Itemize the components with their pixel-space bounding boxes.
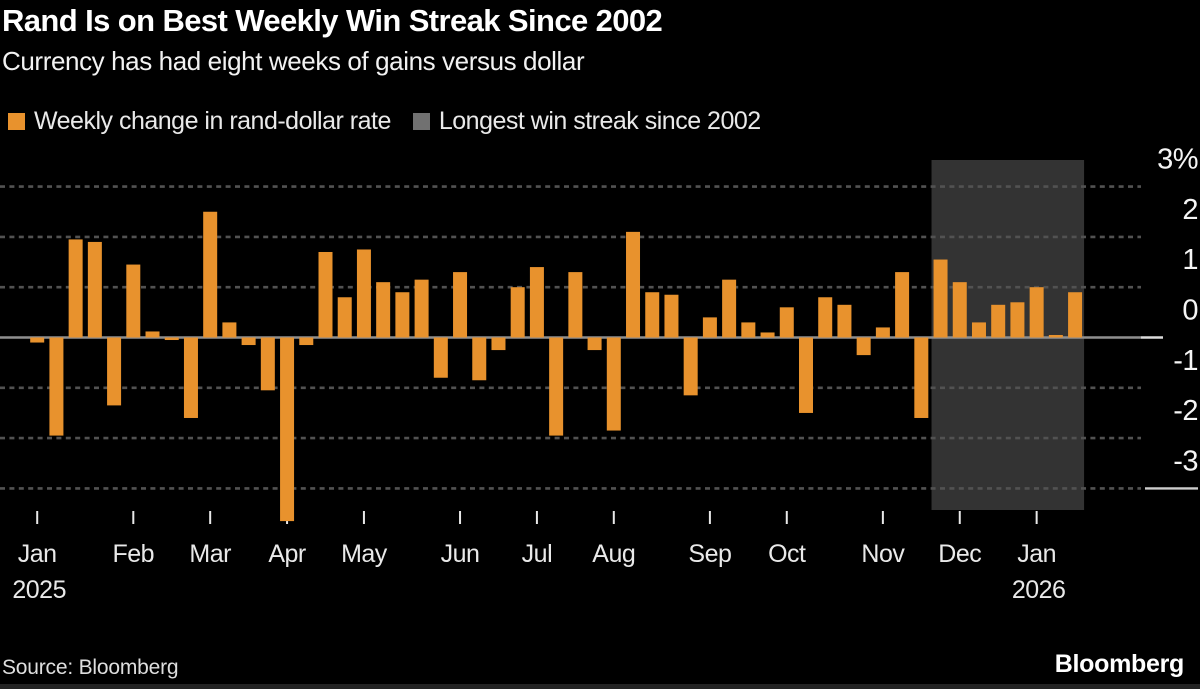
bar-week-6 bbox=[126, 264, 141, 338]
bar-week-33 bbox=[645, 292, 660, 338]
x-axis-year-label: 2025 bbox=[12, 576, 66, 604]
chart-title: Rand Is on Best Weekly Win Streak Since … bbox=[2, 3, 663, 38]
y-axis-label: 0 bbox=[1182, 295, 1198, 327]
bar-week-28 bbox=[549, 337, 564, 436]
bottom-edge-strip bbox=[0, 684, 1200, 689]
bar-week-5 bbox=[107, 337, 122, 406]
header: Rand Is on Best Weekly Win Streak Since … bbox=[0, 0, 663, 77]
bar-week-25 bbox=[491, 337, 506, 351]
bar-week-20 bbox=[395, 292, 410, 338]
x-axis-label: Jun bbox=[441, 540, 480, 568]
x-axis-label: Feb bbox=[113, 540, 155, 568]
bar-week-26 bbox=[510, 287, 525, 338]
bar-week-17 bbox=[337, 297, 352, 338]
bar-week-1 bbox=[30, 337, 45, 343]
bar-week-45 bbox=[875, 327, 890, 338]
y-axis-label: 1 bbox=[1182, 244, 1198, 276]
bar-week-49 bbox=[952, 282, 967, 338]
bar-week-24 bbox=[472, 337, 487, 381]
bar-week-18 bbox=[356, 249, 371, 338]
bar-week-53 bbox=[1029, 287, 1044, 338]
bar-week-51 bbox=[991, 304, 1006, 338]
bar-week-40 bbox=[779, 307, 794, 338]
bar-week-21 bbox=[414, 279, 429, 338]
bar-week-10 bbox=[203, 211, 218, 338]
x-axis-label: Apr bbox=[268, 540, 306, 568]
bar-week-39 bbox=[760, 332, 775, 338]
bar-week-9 bbox=[183, 337, 198, 418]
bar-week-48 bbox=[933, 259, 948, 338]
legend: Weekly change in rand-dollar rate Longes… bbox=[8, 107, 761, 136]
bar-week-3 bbox=[68, 239, 83, 338]
x-axis-label: Mar bbox=[189, 540, 231, 568]
bar-week-52 bbox=[1010, 302, 1025, 338]
bar-week-16 bbox=[318, 251, 333, 338]
bar-week-50 bbox=[971, 322, 986, 338]
bar-week-22 bbox=[433, 337, 448, 378]
bar-week-35 bbox=[683, 337, 698, 396]
y-axis-label: 2 bbox=[1182, 194, 1198, 226]
bar-week-55 bbox=[1068, 292, 1083, 338]
bar-week-42 bbox=[818, 297, 833, 338]
bar-week-47 bbox=[914, 337, 929, 418]
bar-week-14 bbox=[280, 337, 295, 522]
bar-week-19 bbox=[376, 282, 391, 338]
legend-swatch-gray-icon bbox=[412, 113, 430, 130]
x-axis-label: Jan bbox=[1017, 540, 1056, 568]
bar-week-31 bbox=[606, 337, 621, 431]
bar-week-27 bbox=[529, 267, 544, 338]
x-axis-label: Oct bbox=[768, 540, 806, 568]
bar-week-34 bbox=[664, 294, 679, 338]
bar-week-32 bbox=[626, 231, 641, 338]
bar-week-15 bbox=[299, 337, 314, 346]
legend-item-weekly-change: Weekly change in rand-dollar rate bbox=[8, 107, 391, 136]
x-axis-year-label: 2026 bbox=[1012, 576, 1066, 604]
x-axis-label: Jan bbox=[18, 540, 57, 568]
y-axis-label: 3% bbox=[1157, 144, 1198, 176]
bar-week-12 bbox=[241, 337, 256, 346]
source-credit: Source: Bloomberg bbox=[2, 656, 179, 679]
bar-week-23 bbox=[453, 272, 468, 338]
chart-subtitle: Currency has had eight weeks of gains ve… bbox=[2, 45, 585, 76]
x-axis-label: Aug bbox=[592, 540, 635, 568]
bloomberg-logo: Bloomberg bbox=[1054, 650, 1185, 678]
bar-week-46 bbox=[895, 272, 910, 338]
y-axis-label: -3 bbox=[1173, 445, 1198, 477]
legend-label-weekly-change: Weekly change in rand-dollar rate bbox=[34, 107, 391, 135]
bar-week-41 bbox=[799, 337, 813, 413]
bar-week-37 bbox=[722, 279, 737, 338]
bar-week-8 bbox=[164, 337, 179, 341]
bar-week-36 bbox=[702, 317, 717, 338]
bar-week-29 bbox=[568, 272, 583, 338]
bar-week-13 bbox=[260, 337, 275, 391]
bar-week-2 bbox=[49, 337, 64, 436]
bar-week-43 bbox=[837, 304, 852, 338]
bar-week-4 bbox=[87, 241, 102, 338]
bar-week-44 bbox=[856, 337, 871, 356]
bar-week-11 bbox=[222, 322, 237, 338]
x-axis-label: Dec bbox=[938, 540, 981, 568]
x-axis-label: Jul bbox=[522, 540, 552, 568]
bar-week-30 bbox=[587, 337, 602, 351]
legend-label-win-streak: Longest win streak since 2002 bbox=[438, 107, 761, 135]
bar-week-54 bbox=[1048, 334, 1063, 338]
y-axis-label: -1 bbox=[1173, 345, 1198, 377]
x-axis-label: Nov bbox=[861, 540, 905, 568]
y-axis-label: -2 bbox=[1173, 395, 1198, 427]
x-axis-label: Sep bbox=[688, 540, 731, 568]
bar-week-7 bbox=[145, 331, 160, 338]
legend-swatch-orange-icon bbox=[8, 113, 25, 130]
bar-week-38 bbox=[741, 322, 756, 338]
x-axis-label: May bbox=[341, 540, 388, 568]
legend-item-win-streak: Longest win streak since 2002 bbox=[412, 107, 761, 136]
